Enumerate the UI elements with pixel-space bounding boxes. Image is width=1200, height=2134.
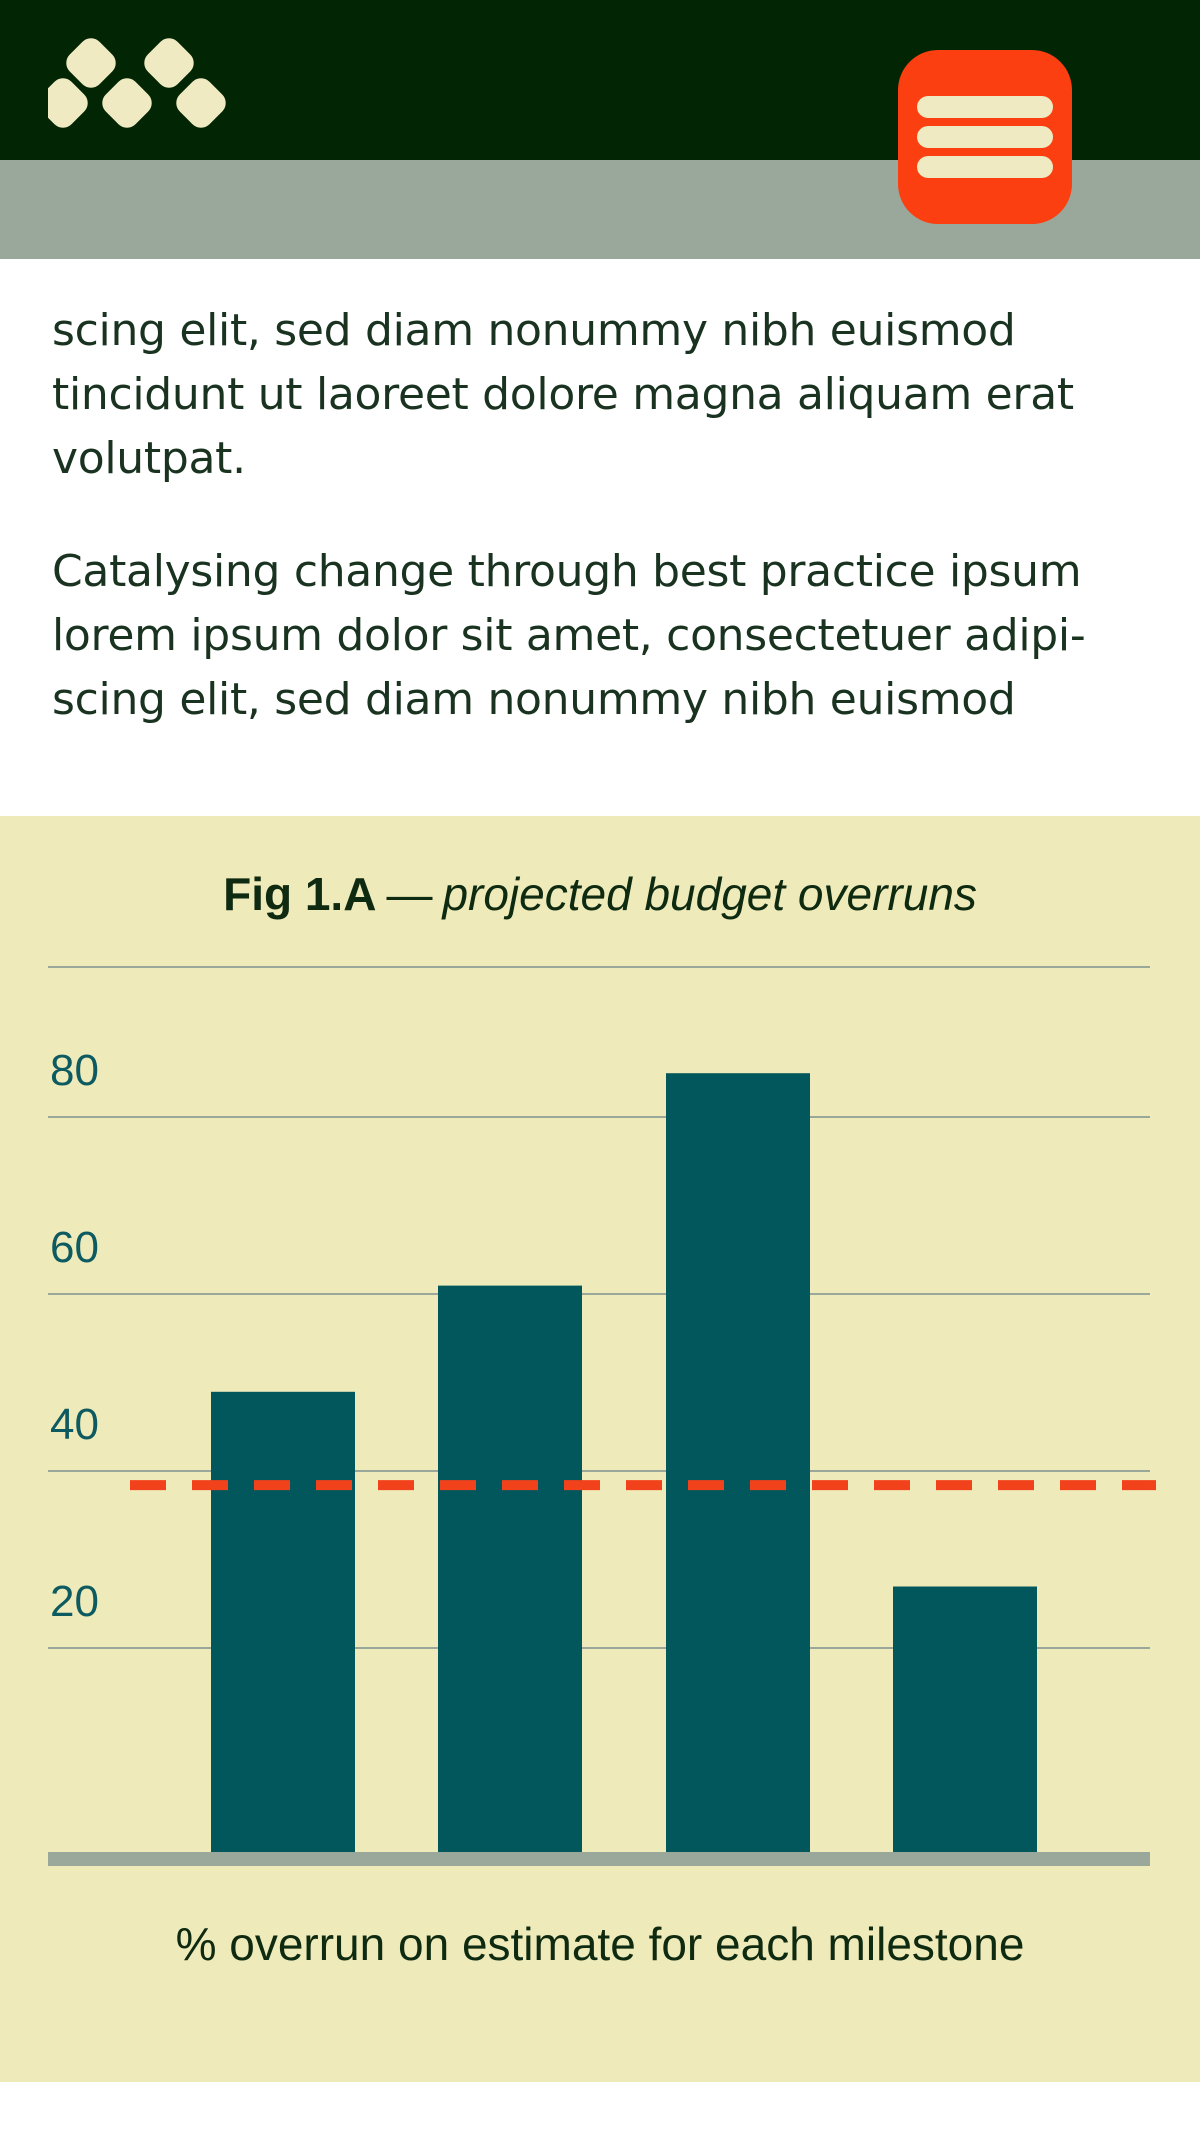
y-tick-label: 40 [50, 1400, 99, 1449]
menu-bar-line [917, 156, 1053, 178]
menu-bar-line [917, 126, 1053, 148]
bar [211, 1391, 355, 1852]
logo-diamond [66, 38, 116, 88]
diamond-cluster-logo-icon[interactable] [48, 20, 308, 140]
y-tick-label: 60 [50, 1223, 99, 1272]
menu-bar-line [917, 96, 1053, 118]
paragraph: scing elit, sed diam nonummy nibh euismo… [52, 305, 1074, 484]
x-axis-baseline [48, 1852, 1150, 1866]
bar-chart: 20 40 60 80 [48, 966, 1156, 1866]
figure-title-dash: — [386, 868, 433, 920]
figure-panel: Fig 1.A — projected budget overruns 20 40 60… [0, 816, 1200, 2082]
y-tick-label: 20 [50, 1577, 99, 1626]
figure-caption: % overrun on estimate for each milestone [175, 1918, 1025, 1970]
paragraph: Catalysing change through best practice … [52, 546, 1086, 725]
top-header [0, 0, 1200, 224]
logo-diamond [176, 78, 226, 128]
hamburger-menu-icon[interactable] [898, 50, 1072, 224]
logo-diamond [144, 38, 194, 88]
logo-diamond [102, 78, 152, 128]
article-body: scing elit, sed diam nonummy nibh euismo… [0, 259, 1200, 816]
bar [893, 1586, 1037, 1852]
figure-title: Fig 1.A — projected budget overruns [0, 864, 1200, 924]
y-tick-label: 80 [50, 1046, 99, 1095]
logo-diamond [48, 78, 88, 128]
bar [438, 1285, 582, 1852]
figure-description: projected budget overruns [442, 868, 977, 920]
bar [666, 1073, 810, 1852]
figure-label: Fig 1.A [223, 868, 377, 920]
